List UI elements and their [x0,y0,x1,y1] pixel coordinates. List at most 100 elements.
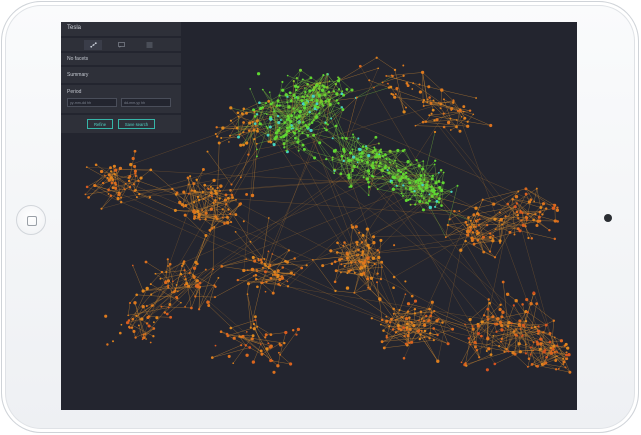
graph-node [271,359,274,362]
graph-node [388,158,391,160]
period-to-input[interactable] [121,98,171,107]
graph-edge [334,165,373,171]
graph-node [286,101,288,103]
graph-node [405,328,409,331]
graph-node [439,102,443,106]
network-graph[interactable] [61,22,577,410]
graph-node [417,182,420,185]
graph-node [285,118,288,121]
period-from-input[interactable] [67,98,117,107]
save-search-button[interactable]: Save search [118,119,155,129]
graph-node [548,228,551,232]
graph-node [536,364,539,368]
graph-edge [167,265,253,340]
graph-node [368,173,371,175]
graph-edge [128,294,152,321]
graph-edge [457,110,462,117]
summary-section[interactable]: Summary [61,67,181,83]
graph-node [405,326,409,329]
graph-node [224,203,228,206]
graph-edge [482,188,526,200]
graph-edge [478,214,511,233]
graph-edge [289,92,409,343]
graph-node [240,344,243,347]
graph-edge [264,263,307,266]
graph-edge [439,187,452,193]
graph-edge [229,123,256,137]
graph-edge [310,130,567,356]
graph-node [347,253,349,256]
graph-edge [357,241,374,259]
graph-edge [101,183,126,209]
graph-edge [352,134,364,147]
graph-edge [237,112,269,142]
graph-node [331,137,334,140]
graph-node [539,206,543,209]
graph-edge [313,88,321,104]
graph-edge [135,328,154,338]
chat-view-icon[interactable] [112,40,130,50]
graph-node [113,168,118,172]
graph-node [253,122,257,125]
graph-edge [221,258,259,267]
graph-edge [494,206,516,220]
graph-node [542,331,545,334]
refine-button[interactable]: Refine [87,119,113,129]
graph-edge [267,127,361,275]
graph-edge [434,164,439,194]
graph-node [301,78,304,81]
graph-node [193,215,197,219]
graph-node [387,171,391,175]
graph-edge [143,306,150,317]
graph-node [392,307,395,311]
graph-node [327,100,331,103]
graph-node [315,99,319,103]
graph-node [370,174,374,178]
graph-node [375,56,378,59]
graph-edge [150,283,182,303]
graph-node [278,277,282,282]
graph-edge [430,315,474,330]
graph-edge [128,288,148,328]
graph-node [269,117,273,121]
graph-node [214,191,218,195]
graph-edge [194,190,231,215]
graph-node [386,169,389,172]
graph-node [250,193,255,198]
graph-edge [262,122,326,268]
graph-edge [402,300,416,318]
graph-node [290,114,294,118]
graph-node [535,365,537,367]
graph-node [239,176,242,179]
graph-node [425,314,428,318]
graph-node [109,170,113,173]
graph-node [211,227,214,230]
graph-node [297,138,300,141]
graph-node [134,174,137,178]
graph-node [192,266,197,270]
graph-edge [86,166,420,187]
graph-node [353,271,356,274]
graph-node [315,114,318,116]
graph-node [245,258,248,260]
graph-node [174,193,178,196]
graph-node [332,149,337,153]
graph-node [536,219,540,223]
graph-node [341,136,344,140]
graph-node [404,342,408,346]
network-view-icon[interactable] [84,39,102,50]
graph-node [345,88,349,91]
home-button[interactable] [16,205,46,235]
graph-node [183,275,186,278]
graph-node [284,259,287,263]
graph-node [168,262,172,266]
graph-node [402,184,405,187]
graph-node [469,229,472,232]
graph-node [277,351,280,354]
graph-node [176,297,179,300]
graph-node [355,254,358,257]
graph-node [247,129,251,132]
graph-node [440,204,443,207]
list-view-icon[interactable] [140,40,158,50]
graph-node [298,130,301,133]
